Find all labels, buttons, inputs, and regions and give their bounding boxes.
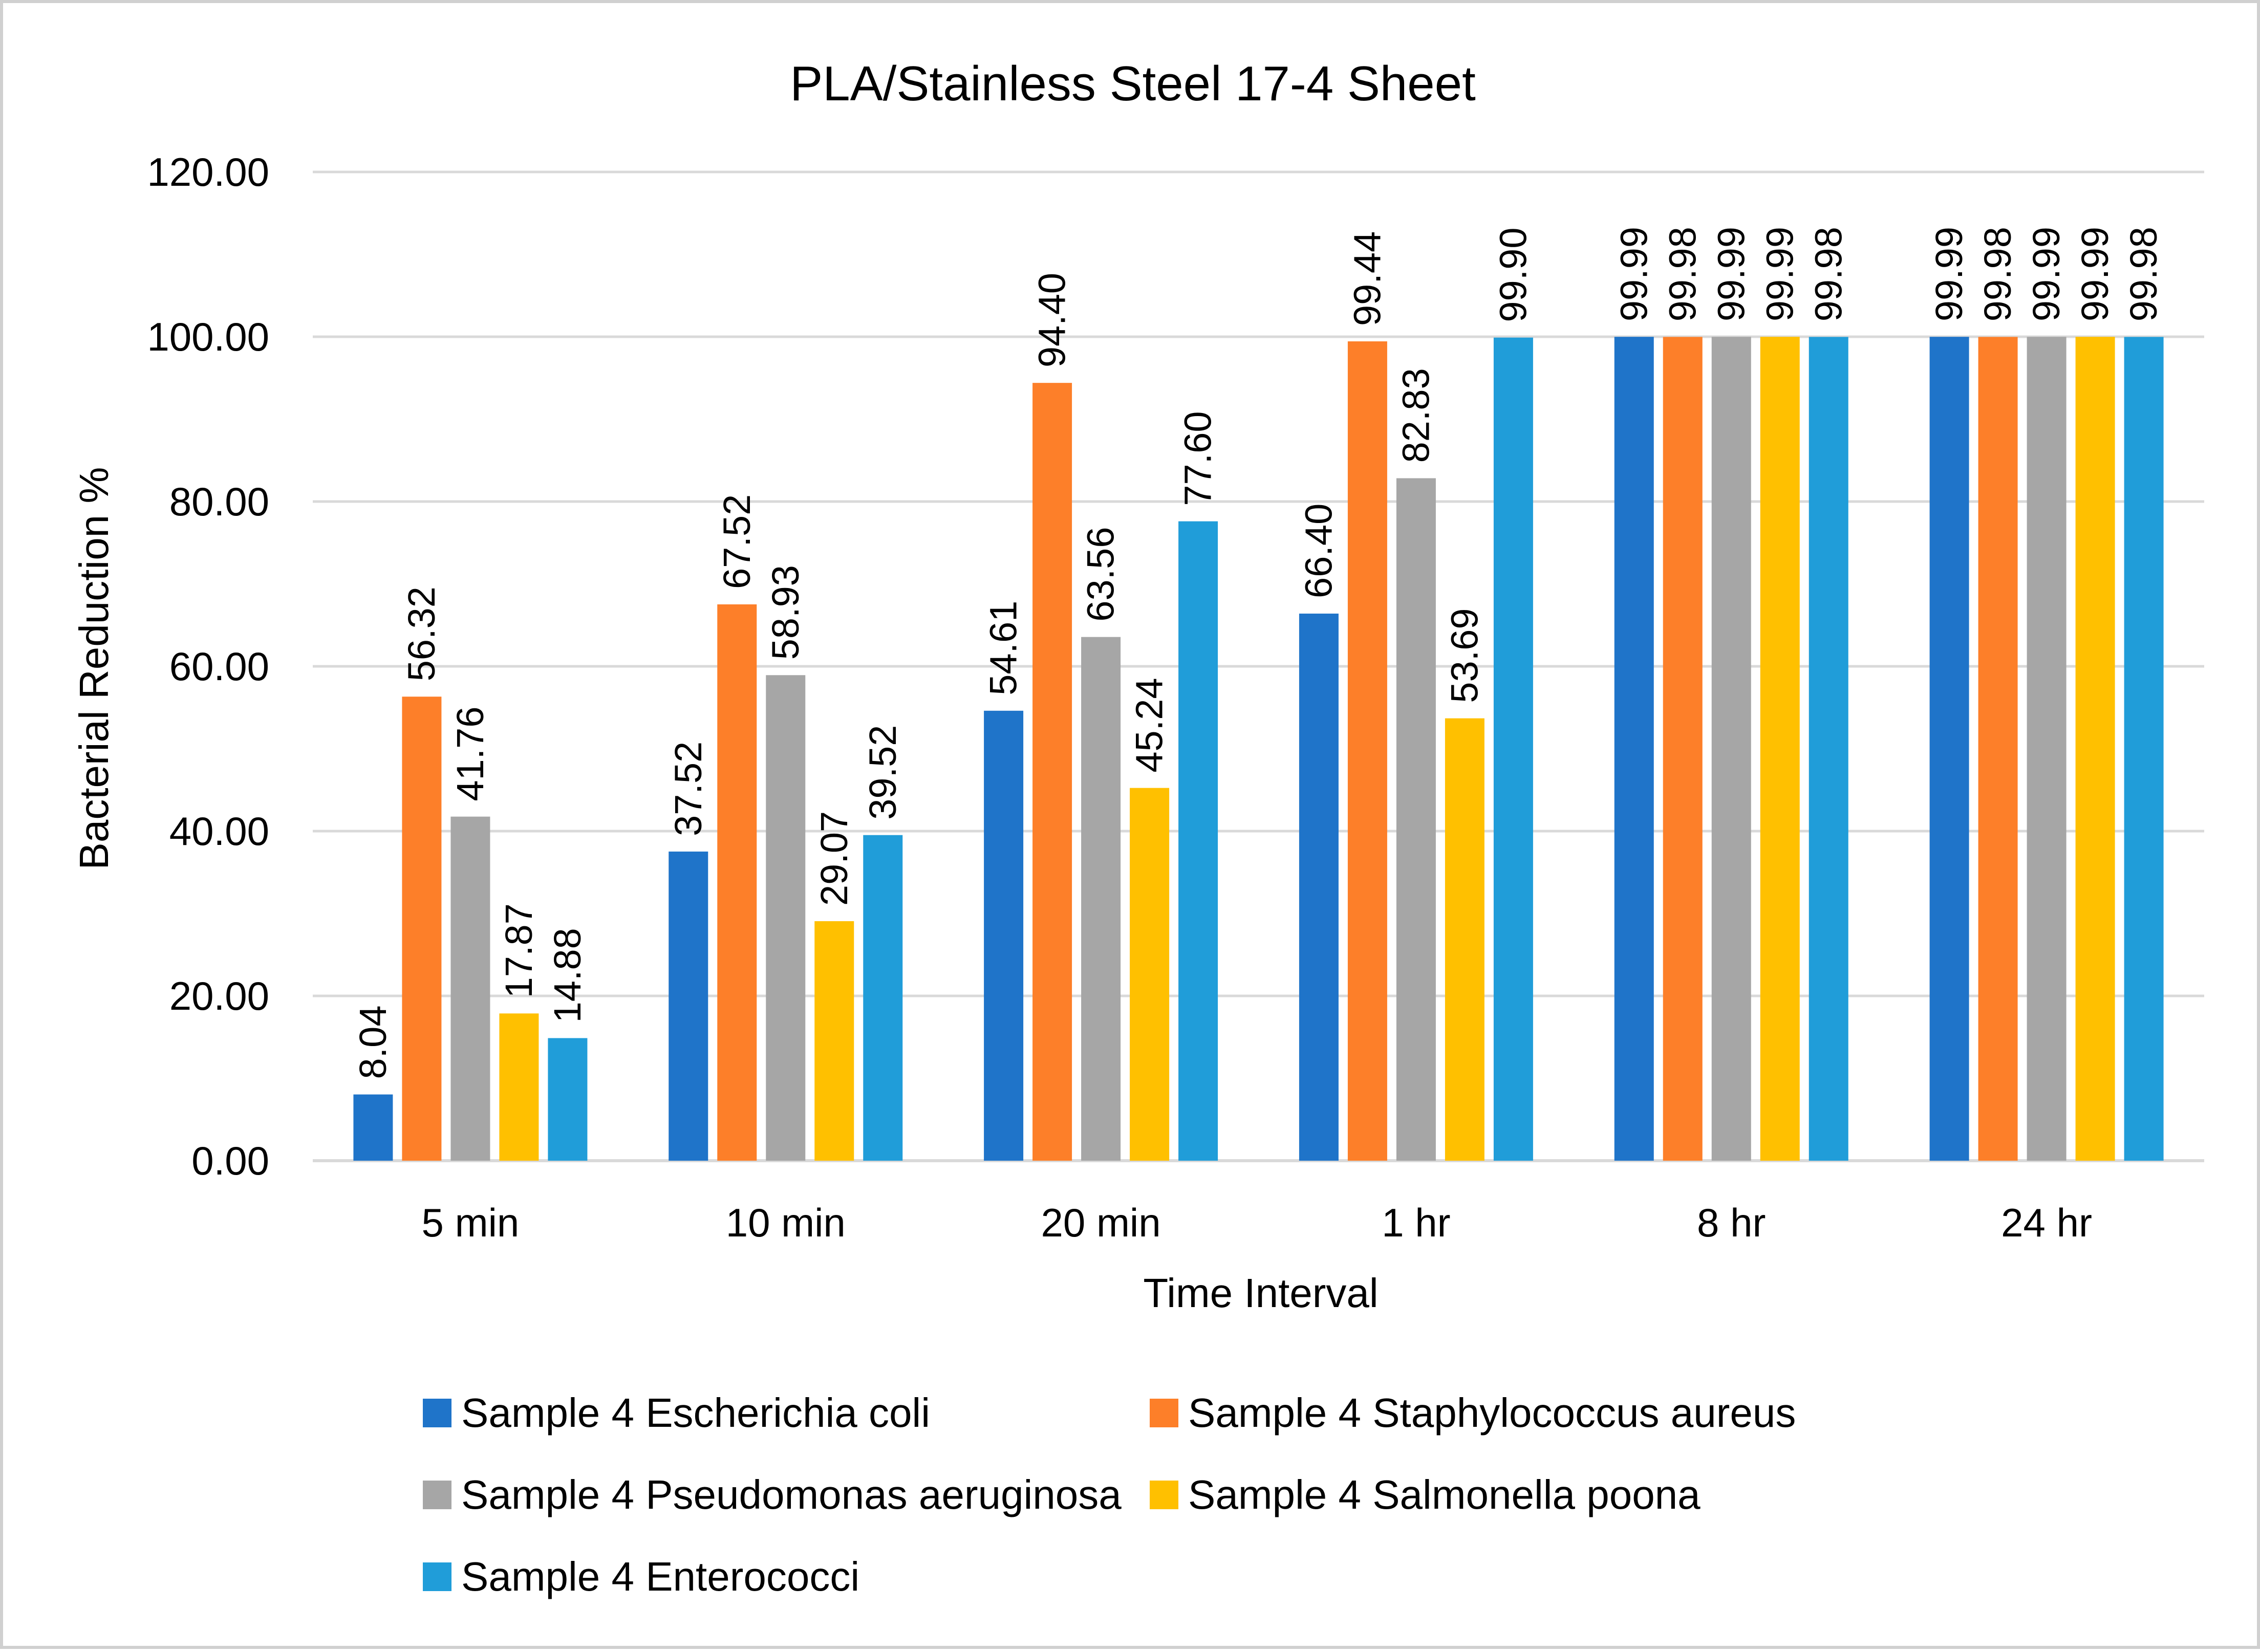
- bar: [1929, 337, 1969, 1161]
- bar: [499, 1013, 539, 1161]
- y-tick-label: 100.00: [147, 314, 269, 359]
- data-label: 63.56: [1080, 527, 1122, 621]
- bar: [353, 1094, 393, 1161]
- data-label: 99.99: [2074, 227, 2116, 321]
- y-tick-label: 40.00: [169, 809, 269, 854]
- bar: [548, 1038, 588, 1161]
- data-label: 99.98: [1661, 227, 1704, 321]
- x-tick-label: 1 hr: [1382, 1200, 1450, 1245]
- y-tick-label: 80.00: [169, 479, 269, 524]
- data-label: 77.60: [1177, 411, 1219, 506]
- legend-swatch: [423, 1399, 451, 1427]
- data-label: 99.99: [1710, 227, 1752, 321]
- bar: [1809, 337, 1848, 1161]
- legend-swatch: [1150, 1399, 1178, 1427]
- bar: [1081, 637, 1121, 1161]
- bars: [353, 337, 2164, 1161]
- data-label: 41.76: [449, 706, 491, 801]
- data-label: 99.44: [1346, 231, 1388, 326]
- legend-item: Sample 4 Pseudomonas aeruginosa: [423, 1472, 1122, 1517]
- bar: [1760, 337, 1800, 1161]
- data-label: 99.99: [1928, 227, 1970, 321]
- x-tick-label: 8 hr: [1697, 1200, 1766, 1245]
- data-label: 99.90: [1492, 227, 1534, 322]
- y-axis-title: Bacterial Reduction %: [71, 467, 117, 870]
- bar: [814, 921, 854, 1161]
- data-label: 17.87: [498, 903, 540, 998]
- bar: [717, 604, 757, 1161]
- gridlines: [313, 170, 2204, 1162]
- legend-item: Sample 4 Enterococci: [423, 1554, 859, 1599]
- bar: [1032, 383, 1072, 1161]
- data-label: 54.61: [982, 601, 1025, 695]
- legend-item: Sample 4 Escherichia coli: [423, 1390, 930, 1436]
- y-tick-label: 120.00: [147, 149, 269, 194]
- data-label: 67.52: [716, 494, 758, 589]
- bar: [402, 697, 442, 1161]
- bar: [1663, 337, 1703, 1161]
- bar: [863, 835, 903, 1161]
- x-tick-label: 10 min: [726, 1200, 846, 1245]
- bar: [669, 851, 708, 1161]
- data-label: 99.99: [1758, 227, 1801, 321]
- bar: [1178, 521, 1218, 1161]
- y-axis-ticks: 0.00 20.00 40.00 60.00 80.00 100.00 120.00: [147, 149, 269, 1183]
- y-tick-label: 20.00: [169, 973, 269, 1018]
- x-tick-label: 5 min: [422, 1200, 520, 1245]
- y-tick-label: 0.00: [191, 1138, 269, 1183]
- bar-chart: PLA/Stainless Steel 17-4 Sheet 0.00 20.00…: [71, 56, 2204, 1599]
- chart-title: PLA/Stainless Steel 17-4 Sheet: [790, 56, 1476, 111]
- bar: [2027, 337, 2067, 1161]
- bar: [1978, 337, 2018, 1161]
- data-label: 94.40: [1031, 273, 1073, 367]
- legend-label: Sample 4 Enterococci: [461, 1554, 859, 1599]
- legend: Sample 4 Escherichia coli Sample 4 Staphy…: [423, 1390, 1796, 1599]
- data-label: 99.99: [1612, 227, 1655, 321]
- bar: [2075, 337, 2115, 1161]
- x-tick-label: 20 min: [1041, 1200, 1161, 1245]
- bar: [1614, 337, 1654, 1161]
- bar: [1445, 718, 1484, 1161]
- bar: [450, 816, 490, 1161]
- legend-swatch: [1150, 1481, 1178, 1509]
- bar: [766, 675, 806, 1161]
- data-label: 14.88: [546, 928, 589, 1023]
- data-label: 53.69: [1443, 608, 1486, 703]
- data-label: 99.98: [1976, 227, 2019, 321]
- data-label: 45.24: [1128, 678, 1171, 772]
- bar: [1493, 337, 1533, 1161]
- bar: [1711, 337, 1751, 1161]
- data-label: 99.98: [1807, 227, 1849, 321]
- legend-label: Sample 4 Pseudomonas aeruginosa: [461, 1472, 1122, 1517]
- legend-swatch: [423, 1562, 451, 1591]
- legend-swatch: [423, 1481, 451, 1509]
- data-label: 58.93: [764, 565, 807, 660]
- legend-item: Sample 4 Staphylococcus aureus: [1150, 1390, 1796, 1436]
- data-label: 56.32: [400, 586, 443, 681]
- bar: [1130, 788, 1170, 1161]
- data-label: 66.40: [1297, 504, 1340, 598]
- data-label: 99.99: [2025, 227, 2068, 321]
- data-label: 8.04: [352, 1006, 394, 1079]
- x-axis-ticks: 5 min 10 min 20 min 1 hr 8 hr 24 hr: [422, 1200, 2092, 1245]
- legend-label: Sample 4 Staphylococcus aureus: [1188, 1390, 1796, 1436]
- legend-item: Sample 4 Salmonella poona: [1150, 1472, 1701, 1517]
- legend-label: Sample 4 Salmonella poona: [1188, 1472, 1701, 1517]
- y-tick-label: 60.00: [169, 644, 269, 689]
- bar: [1396, 478, 1436, 1161]
- data-label: 39.52: [862, 725, 904, 820]
- bar: [2124, 337, 2164, 1161]
- bar: [1347, 341, 1387, 1161]
- x-tick-label: 24 hr: [2001, 1200, 2092, 1245]
- x-axis-title: Time Interval: [1143, 1270, 1378, 1316]
- data-label: 29.07: [813, 811, 855, 906]
- legend-label: Sample 4 Escherichia coli: [461, 1390, 930, 1436]
- bar: [984, 710, 1024, 1161]
- bar: [1299, 613, 1339, 1161]
- data-label: 37.52: [667, 742, 709, 836]
- data-label: 82.83: [1394, 368, 1437, 463]
- data-label: 99.98: [2122, 227, 2165, 321]
